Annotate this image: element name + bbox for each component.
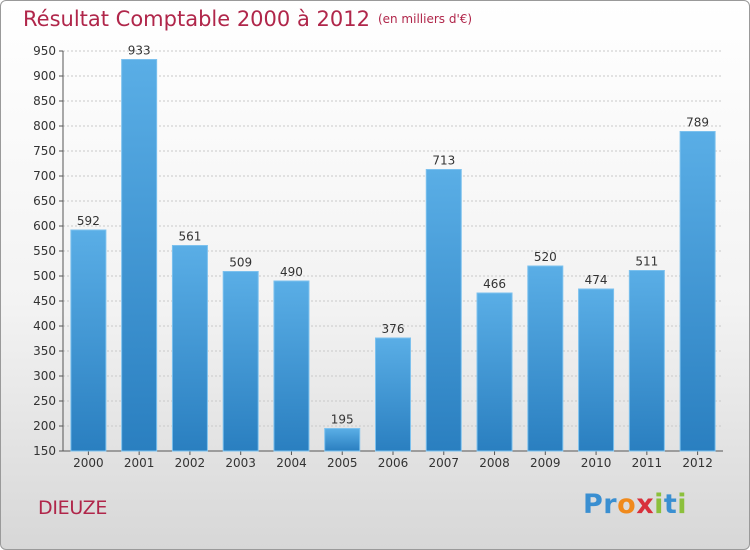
x-tick-label: 2002 bbox=[175, 456, 206, 470]
brand-letter: P bbox=[583, 489, 604, 520]
bar-2009 bbox=[527, 265, 564, 452]
x-tick-label: 2005 bbox=[327, 456, 358, 470]
y-tick-label: 300 bbox=[33, 369, 56, 383]
x-tick-label: 2000 bbox=[73, 456, 104, 470]
brand-logo: Proxiti bbox=[583, 489, 687, 520]
bar-2001 bbox=[121, 59, 158, 452]
y-tick-label: 600 bbox=[33, 219, 56, 233]
city-name: DIEUZE bbox=[38, 497, 108, 519]
x-tick-label: 2003 bbox=[225, 456, 256, 470]
chart-title-block: Résultat Comptable 2000 à 2012 (en millie… bbox=[23, 7, 472, 31]
y-tick-label: 550 bbox=[33, 244, 56, 258]
brand-letter: i bbox=[677, 489, 688, 520]
y-tick-label: 450 bbox=[33, 294, 56, 308]
brand-letter: x bbox=[636, 489, 655, 520]
bar-value-label: 490 bbox=[280, 265, 303, 279]
bar-value-label: 195 bbox=[331, 413, 354, 427]
bar-value-label: 509 bbox=[229, 256, 252, 270]
bar-value-label: 520 bbox=[534, 250, 557, 264]
chart-subtitle: (en milliers d'€) bbox=[377, 12, 473, 26]
y-tick-label: 750 bbox=[33, 144, 56, 158]
bar-value-label: 511 bbox=[635, 255, 658, 269]
y-tick-label: 700 bbox=[33, 169, 56, 183]
brand-letter: t bbox=[663, 489, 678, 520]
bar-2000 bbox=[70, 229, 107, 452]
y-tick-label: 150 bbox=[33, 444, 56, 458]
bar-2011 bbox=[628, 270, 665, 452]
y-tick-label: 350 bbox=[33, 344, 56, 358]
x-tick-label: 2007 bbox=[428, 456, 459, 470]
y-tick-label: 500 bbox=[33, 269, 56, 283]
bar-2010 bbox=[578, 288, 615, 452]
y-tick-label: 900 bbox=[33, 69, 56, 83]
brand-letter: r bbox=[603, 489, 618, 520]
y-tick-label: 800 bbox=[33, 119, 56, 133]
bar-value-label: 474 bbox=[585, 273, 608, 287]
bar-2004 bbox=[273, 280, 310, 452]
bar-value-label: 466 bbox=[483, 277, 506, 291]
bar-value-label: 933 bbox=[128, 44, 151, 58]
bar-2002 bbox=[171, 245, 208, 452]
y-tick-label: 400 bbox=[33, 319, 56, 333]
bar-2005 bbox=[324, 428, 361, 452]
chart-title: Résultat Comptable 2000 à 2012 bbox=[23, 7, 370, 31]
bar-2006 bbox=[375, 337, 411, 452]
bar-2012 bbox=[679, 131, 716, 452]
x-tick-label: 2009 bbox=[530, 456, 561, 470]
y-tick-label: 200 bbox=[33, 419, 56, 433]
y-tick-label: 950 bbox=[33, 44, 56, 58]
bars bbox=[70, 59, 716, 452]
bar-value-label: 561 bbox=[178, 230, 201, 244]
y-tick-label: 650 bbox=[33, 194, 56, 208]
x-tick-label: 2012 bbox=[682, 456, 713, 470]
bar-2007 bbox=[425, 169, 462, 452]
x-tick-label: 2004 bbox=[276, 456, 307, 470]
x-tick-label: 2011 bbox=[632, 456, 663, 470]
bar-value-label: 592 bbox=[77, 214, 100, 228]
brand-letter: i bbox=[654, 489, 664, 520]
x-tick-label: 2008 bbox=[479, 456, 510, 470]
x-tick-label: 2001 bbox=[124, 456, 155, 470]
bar-2003 bbox=[222, 271, 259, 452]
bar-value-label: 376 bbox=[382, 322, 405, 336]
bar-value-label: 789 bbox=[686, 116, 709, 130]
y-tick-label: 250 bbox=[33, 394, 56, 408]
brand-letter: o bbox=[617, 489, 637, 520]
bar-value-label: 713 bbox=[432, 154, 455, 168]
labels: 150 200 250 300 350 400 450 500 550 600 650 700 750 8… bbox=[33, 44, 713, 471]
y-tick-label: 850 bbox=[33, 94, 56, 108]
x-tick-label: 2006 bbox=[378, 456, 409, 470]
bar-2008 bbox=[476, 292, 513, 452]
x-tick-label: 2010 bbox=[581, 456, 612, 470]
